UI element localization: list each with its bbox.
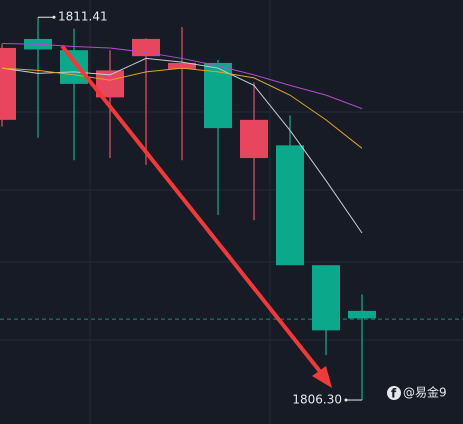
candle-body	[276, 145, 304, 266]
annotation-dot	[344, 398, 348, 402]
annotation-label: 1806.30	[292, 393, 342, 407]
arrow-head	[312, 366, 332, 388]
candle-body	[0, 47, 16, 120]
arrow-shaft	[60, 44, 324, 376]
candle-body	[240, 119, 268, 159]
arrow	[60, 44, 332, 388]
annotation-label: 1811.41	[58, 10, 108, 24]
candle-body	[348, 310, 376, 319]
candle-body	[312, 265, 340, 331]
watermark-icon	[387, 386, 401, 400]
ma-line	[1, 67, 363, 149]
watermark: f @易金9	[387, 385, 447, 401]
watermark-icon-letter: f	[391, 387, 397, 401]
watermark-text: @易金9	[403, 385, 447, 400]
candle-body	[168, 62, 196, 69]
ma-line	[1, 57, 363, 234]
candle-body	[60, 50, 88, 84]
ma-line	[1, 42, 363, 110]
annotation-dot	[52, 15, 56, 19]
plot: 1811.41 1806.30	[0, 10, 463, 407]
